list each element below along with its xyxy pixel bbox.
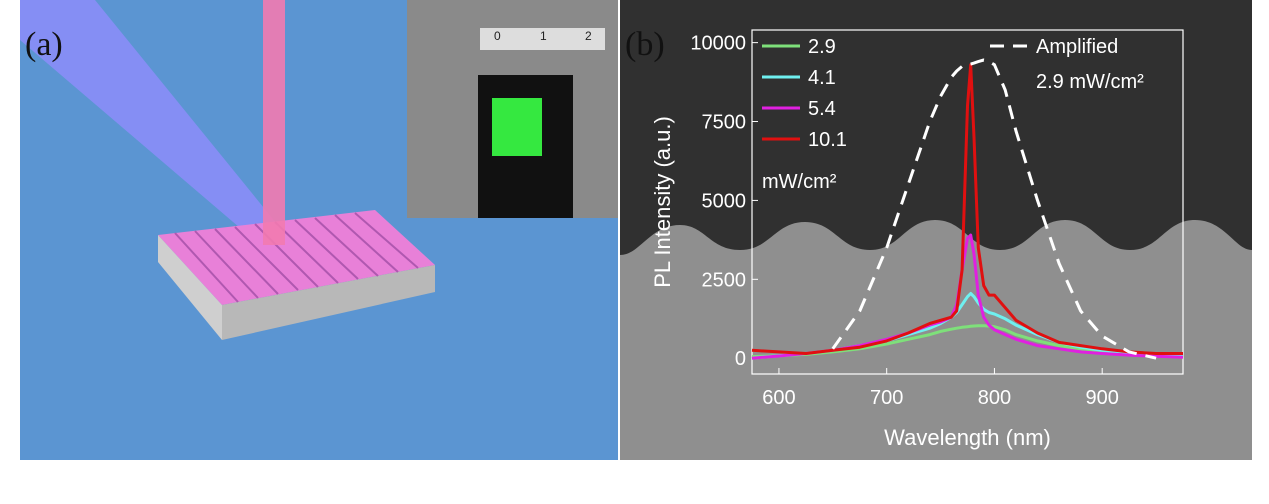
- y-tick-label: 2500: [702, 269, 747, 291]
- ruler-label: 0: [494, 29, 501, 43]
- legend-label: 10.1: [808, 129, 847, 151]
- slab-front: [222, 265, 435, 340]
- annotation: 2.9 mW/cm²: [1036, 71, 1144, 93]
- series-line: [751, 324, 1184, 359]
- x-tick-label: 900: [1086, 387, 1119, 409]
- sem-surface: [620, 220, 1252, 460]
- emission-beam: [263, 0, 285, 245]
- ruler-label: 1: [540, 29, 547, 43]
- legend-unit: mW/cm²: [762, 171, 837, 193]
- legend-label: 2.9: [808, 36, 836, 58]
- legend-label: 4.1: [808, 67, 836, 89]
- plot-frame: [751, 29, 1184, 375]
- pump-beam: [20, 0, 290, 245]
- panel-label: (b): [625, 26, 665, 63]
- ruler-label: 2: [585, 29, 592, 43]
- x-tick-label: 800: [978, 387, 1011, 409]
- x-tick-label: 700: [870, 387, 903, 409]
- y-tick-label: 10000: [690, 33, 746, 55]
- slab-side: [158, 235, 222, 340]
- y-tick-label: 5000: [702, 190, 747, 212]
- legend-label: Amplified: [1036, 36, 1118, 58]
- inset-sample: [492, 98, 542, 156]
- x-tick-label: 600: [762, 387, 795, 409]
- panel-label: (a): [25, 26, 63, 63]
- y-tick-label: 0: [735, 348, 746, 370]
- y-axis-label: PL Intensity (a.u.): [650, 116, 675, 288]
- series-line: [751, 233, 1184, 360]
- grating-top: [158, 210, 435, 305]
- legend-label: 5.4: [808, 98, 836, 120]
- series-line: [831, 58, 1157, 360]
- series-line: [751, 63, 1183, 355]
- x-axis-label: Wavelength (nm): [884, 425, 1051, 450]
- inset-ruler: [480, 28, 605, 50]
- grating-lines: [174, 212, 419, 303]
- y-tick-label: 7500: [702, 112, 747, 134]
